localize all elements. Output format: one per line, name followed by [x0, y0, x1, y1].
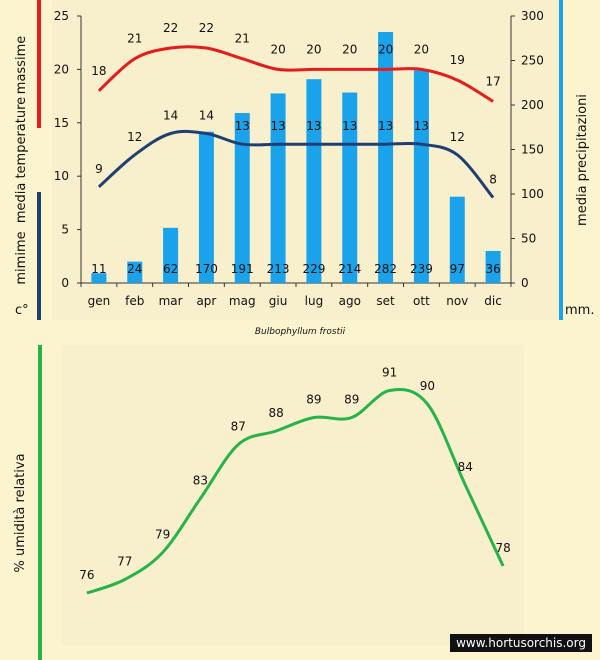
humidity-plot-area	[62, 345, 524, 645]
min-temp-label: 13	[270, 119, 285, 133]
max-temp-label: 20	[414, 42, 429, 56]
min-temp-label: 13	[235, 119, 250, 133]
precip-bar	[378, 32, 394, 283]
min-temp-label: 14	[199, 108, 214, 122]
min-temp-label: 14	[163, 108, 178, 122]
humidity-label: 90	[420, 379, 435, 393]
min-temp-label: 13	[378, 119, 393, 133]
humidity-axis-label: % umidità relativa	[13, 453, 28, 572]
right-tick-label: 250	[521, 54, 544, 68]
min-temp-label: 13	[306, 119, 321, 133]
precip-label: 213	[267, 262, 290, 276]
min-axis-label: mimime	[14, 231, 29, 284]
precip-bar	[91, 273, 107, 283]
x-tick-label: feb	[125, 294, 144, 308]
humidity-label: 79	[155, 528, 170, 542]
min-temp-label: 12	[127, 130, 142, 144]
humidity-label: 91	[382, 366, 397, 380]
precip-bar	[198, 131, 214, 283]
temperature-unit-label: c°	[15, 303, 29, 318]
x-tick-label: nov	[446, 294, 468, 308]
precip-axis-label: media precipitazioni	[575, 94, 590, 226]
max-temp-label: 22	[199, 21, 214, 35]
humidity-label: 88	[268, 406, 283, 420]
precip-bar	[234, 113, 250, 283]
max-temp-label: 20	[378, 42, 393, 56]
precip-bar	[413, 70, 429, 283]
x-tick-label: set	[376, 294, 395, 308]
precip-label: 170	[195, 262, 218, 276]
right-tick-label: 150	[521, 143, 544, 157]
precip-label: 239	[410, 262, 433, 276]
precip-bar	[306, 79, 322, 283]
right-tick-label: 200	[521, 98, 544, 112]
x-tick-label: giu	[269, 294, 288, 308]
x-tick-label: gen	[88, 294, 111, 308]
max-axis-label: massime	[14, 36, 29, 94]
chart-caption: Bulbophyllum frostii	[255, 327, 346, 337]
humidity-label: 89	[306, 393, 321, 407]
left-tick-label: 25	[54, 9, 69, 23]
min-temp-label: 8	[489, 173, 497, 187]
humidity-label: 89	[344, 393, 359, 407]
min-temp-label: 9	[95, 162, 103, 176]
precip-label: 62	[163, 262, 178, 276]
max-temp-label: 21	[235, 32, 250, 46]
max-temp-label: 18	[91, 64, 106, 78]
humidity-label: 83	[193, 474, 208, 488]
x-tick-label: lug	[305, 294, 324, 308]
watermark: www.hortusorchis.org	[450, 634, 592, 652]
min-temp-line	[97, 129, 495, 199]
left-tick-label: 15	[54, 116, 69, 130]
x-tick-label: ago	[339, 294, 361, 308]
precip-bar	[449, 196, 465, 283]
humidity-line	[86, 387, 505, 595]
precip-label: 97	[450, 262, 465, 276]
precip-label: 282	[374, 262, 397, 276]
right-tick-label: 50	[521, 232, 536, 246]
left-tick-label: 20	[54, 62, 69, 76]
right-tick-label: 100	[521, 187, 544, 201]
precip-label: 24	[127, 262, 142, 276]
humidity-label: 84	[458, 460, 473, 474]
precip-bar	[163, 227, 179, 283]
precip-unit-label: mm.	[565, 303, 594, 318]
humidity-label: 87	[231, 420, 246, 434]
min-temp-label: 13	[414, 119, 429, 133]
precip-bar	[485, 250, 501, 283]
max-temp-label: 20	[270, 42, 285, 56]
right-tick-label: 0	[521, 276, 529, 290]
precip-label: 229	[302, 262, 325, 276]
humidity-label: 78	[495, 541, 510, 555]
precip-label: 214	[338, 262, 361, 276]
precip-bar	[342, 92, 358, 283]
right-tick-label: 300	[521, 9, 544, 23]
x-tick-label: mag	[229, 294, 256, 308]
min-temp-label: 13	[342, 119, 357, 133]
x-tick-label: mar	[159, 294, 183, 308]
precip-label: 11	[91, 262, 106, 276]
humidity-label: 77	[117, 555, 132, 569]
precip-label: 36	[485, 262, 500, 276]
x-tick-label: dic	[484, 294, 502, 308]
max-temp-label: 21	[127, 32, 142, 46]
max-temp-label: 19	[450, 53, 465, 67]
max-temp-label: 20	[342, 42, 357, 56]
x-tick-label: apr	[196, 294, 216, 308]
precip-label: 191	[231, 262, 254, 276]
temperature-axis-label: media temperature	[14, 97, 29, 223]
left-tick-label: 0	[61, 276, 69, 290]
max-temp-label: 17	[485, 74, 500, 88]
left-tick-label: 10	[54, 169, 69, 183]
left-tick-label: 5	[61, 223, 69, 237]
max-temp-line	[97, 45, 494, 103]
min-temp-label: 12	[450, 130, 465, 144]
max-temp-label: 22	[163, 21, 178, 35]
max-temp-label: 20	[306, 42, 321, 56]
x-tick-label: ott	[413, 294, 430, 308]
precip-bar	[127, 261, 143, 283]
precip-bar	[270, 93, 286, 284]
humidity-label: 76	[79, 568, 94, 582]
